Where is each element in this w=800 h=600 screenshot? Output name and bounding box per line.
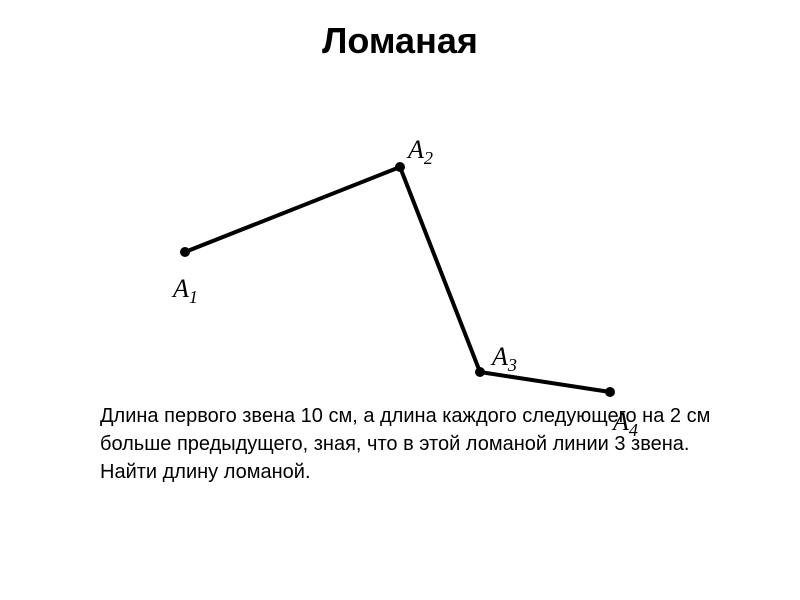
polyline-segment	[185, 167, 400, 252]
page-title: Ломаная	[0, 0, 800, 62]
problem-statement: Длина первого звена 10 см, а длина каждо…	[0, 402, 800, 486]
vertex-label: A3	[492, 342, 517, 376]
polyline-diagram: A1A2A3A4	[0, 62, 800, 402]
polyline-vertex	[475, 367, 485, 377]
vertex-label: A1	[173, 274, 198, 308]
vertex-label: A4	[613, 407, 638, 441]
polyline-vertex	[605, 387, 615, 397]
vertex-label: A2	[408, 135, 433, 169]
polyline-svg	[0, 62, 800, 402]
polyline-vertex	[395, 162, 405, 172]
polyline-vertex	[180, 247, 190, 257]
polyline-segment	[400, 167, 480, 372]
